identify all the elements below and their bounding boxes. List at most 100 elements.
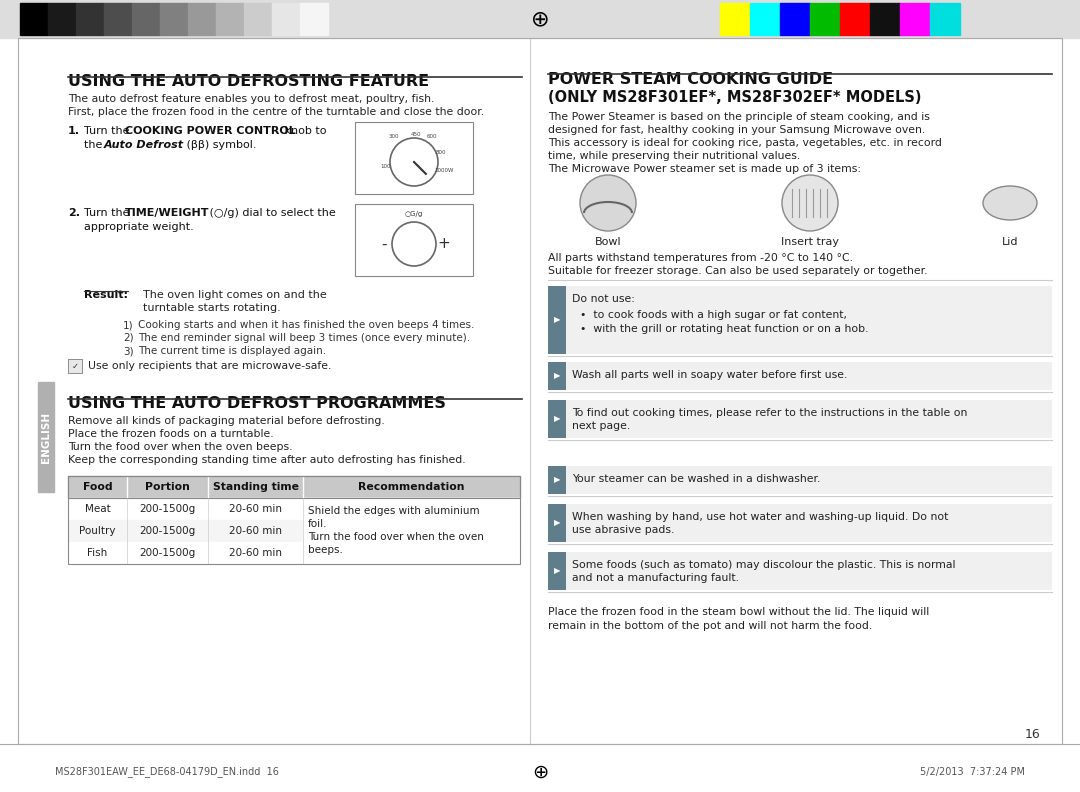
Bar xyxy=(900,3,930,35)
Text: knob to: knob to xyxy=(281,126,326,136)
Bar xyxy=(870,3,900,35)
Bar xyxy=(548,400,1052,438)
Text: ▶: ▶ xyxy=(554,315,561,325)
Bar xyxy=(216,3,244,35)
Text: 300: 300 xyxy=(389,134,400,139)
Text: Lid: Lid xyxy=(1002,237,1018,247)
Text: designed for fast, healthy cooking in your Samsung Microwave oven.: designed for fast, healthy cooking in yo… xyxy=(548,125,926,135)
Text: 20-60 min: 20-60 min xyxy=(229,504,282,514)
Bar xyxy=(355,204,473,276)
Ellipse shape xyxy=(983,186,1037,220)
Text: ▶: ▶ xyxy=(554,519,561,527)
Text: ▶: ▶ xyxy=(554,414,561,424)
Text: The end reminder signal will beep 3 times (once every minute).: The end reminder signal will beep 3 time… xyxy=(138,333,470,343)
Text: 800: 800 xyxy=(435,150,446,154)
Bar xyxy=(810,3,840,35)
Text: Keep the corresponding standing time after auto defrosting has finished.: Keep the corresponding standing time aft… xyxy=(68,455,465,465)
Text: ⊕: ⊕ xyxy=(530,9,550,29)
Bar xyxy=(300,3,328,35)
Text: (ββ) symbol.: (ββ) symbol. xyxy=(183,140,257,150)
Bar xyxy=(188,3,216,35)
Text: ✓: ✓ xyxy=(71,361,79,371)
Text: When washing by hand, use hot water and washing-up liquid. Do not: When washing by hand, use hot water and … xyxy=(572,512,948,522)
Text: POWER STEAM COOKING GUIDE: POWER STEAM COOKING GUIDE xyxy=(548,72,833,87)
Text: 2): 2) xyxy=(123,333,134,343)
Circle shape xyxy=(392,222,436,266)
Text: ENGLISH: ENGLISH xyxy=(41,411,51,463)
Text: The oven light comes on and the: The oven light comes on and the xyxy=(143,290,327,300)
Text: 200-1500g: 200-1500g xyxy=(139,548,195,558)
Bar xyxy=(548,362,566,390)
Bar xyxy=(104,3,132,35)
Bar xyxy=(548,466,566,494)
Text: Turn the food over when the oven beeps.: Turn the food over when the oven beeps. xyxy=(68,442,293,452)
Text: Cooking starts and when it has finished the oven beeps 4 times.: Cooking starts and when it has finished … xyxy=(138,320,474,330)
Text: ▶: ▶ xyxy=(554,475,561,485)
Text: Standing time: Standing time xyxy=(213,482,298,492)
Text: 200-1500g: 200-1500g xyxy=(139,526,195,536)
Bar xyxy=(720,3,750,35)
Bar xyxy=(0,744,1080,792)
Text: use abrasive pads.: use abrasive pads. xyxy=(572,525,674,535)
Bar xyxy=(548,504,566,542)
Text: Recommendation: Recommendation xyxy=(359,482,464,492)
Bar xyxy=(303,498,519,564)
Text: and not a manufacturing fault.: and not a manufacturing fault. xyxy=(572,573,739,583)
Text: remain in the bottom of the pot and will not harm the food.: remain in the bottom of the pot and will… xyxy=(548,621,873,631)
Text: Wash all parts well in soapy water before first use.: Wash all parts well in soapy water befor… xyxy=(572,370,848,380)
Text: 600: 600 xyxy=(427,135,437,139)
Text: beeps.: beeps. xyxy=(308,545,343,555)
Bar xyxy=(780,3,810,35)
Bar xyxy=(548,466,1052,494)
Bar xyxy=(0,0,1080,38)
Bar xyxy=(68,498,519,520)
Text: foil.: foil. xyxy=(308,519,327,529)
Text: next page.: next page. xyxy=(572,421,631,431)
Text: turntable starts rotating.: turntable starts rotating. xyxy=(143,303,281,313)
Text: All parts withstand temperatures from -20 °C to 140 °C.: All parts withstand temperatures from -2… xyxy=(548,253,853,263)
Text: Auto Defrost: Auto Defrost xyxy=(104,140,184,150)
Text: 3): 3) xyxy=(123,346,134,356)
Text: TIME/WEIGHT: TIME/WEIGHT xyxy=(125,208,210,218)
Text: •  with the grill or rotating heat function or on a hob.: • with the grill or rotating heat functi… xyxy=(580,324,868,334)
Text: Suitable for freezer storage. Can also be used separately or together.: Suitable for freezer storage. Can also b… xyxy=(548,266,928,276)
Text: Your steamer can be washed in a dishwasher.: Your steamer can be washed in a dishwash… xyxy=(572,474,821,484)
Bar xyxy=(548,552,1052,590)
Bar xyxy=(68,359,82,373)
Bar xyxy=(548,286,566,354)
Text: Bowl: Bowl xyxy=(595,237,621,247)
Bar xyxy=(548,552,566,590)
Bar xyxy=(548,504,1052,542)
Text: Portion: Portion xyxy=(145,482,190,492)
Text: 20-60 min: 20-60 min xyxy=(229,548,282,558)
Bar xyxy=(355,122,473,194)
Bar xyxy=(272,3,300,35)
Bar xyxy=(68,520,519,542)
Text: Place the frozen foods on a turntable.: Place the frozen foods on a turntable. xyxy=(68,429,273,439)
Bar xyxy=(840,3,870,35)
Text: (ONLY MS28F301EF*, MS28F302EF* MODELS): (ONLY MS28F301EF*, MS28F302EF* MODELS) xyxy=(548,90,921,105)
Text: USING THE AUTO DEFROST PROGRAMMES: USING THE AUTO DEFROST PROGRAMMES xyxy=(68,396,446,411)
Text: The Power Steamer is based on the principle of steam cooking, and is: The Power Steamer is based on the princi… xyxy=(548,112,930,122)
Text: Turn the: Turn the xyxy=(84,208,133,218)
Bar xyxy=(244,3,272,35)
Text: Use only recipients that are microwave-safe.: Use only recipients that are microwave-s… xyxy=(87,361,332,371)
Bar xyxy=(548,362,1052,390)
Text: Turn the food over when the oven: Turn the food over when the oven xyxy=(308,532,484,542)
Text: appropriate weight.: appropriate weight. xyxy=(84,222,193,232)
Text: +: + xyxy=(437,237,450,252)
Circle shape xyxy=(580,175,636,231)
Text: Meat: Meat xyxy=(84,504,110,514)
Text: Insert tray: Insert tray xyxy=(781,237,839,247)
Text: 20-60 min: 20-60 min xyxy=(229,526,282,536)
Text: Turn the: Turn the xyxy=(84,126,133,136)
Bar xyxy=(38,382,54,492)
Bar xyxy=(76,3,104,35)
Text: MS28F301EAW_EE_DE68-04179D_EN.indd  16: MS28F301EAW_EE_DE68-04179D_EN.indd 16 xyxy=(55,767,279,778)
Text: 1000W: 1000W xyxy=(434,167,454,173)
Text: (○/g) dial to select the: (○/g) dial to select the xyxy=(206,208,336,218)
Text: Fish: Fish xyxy=(87,548,108,558)
Bar xyxy=(68,476,519,498)
Text: COOKING POWER CONTROL: COOKING POWER CONTROL xyxy=(125,126,296,136)
Text: Shield the edges with aluminium: Shield the edges with aluminium xyxy=(308,506,480,516)
